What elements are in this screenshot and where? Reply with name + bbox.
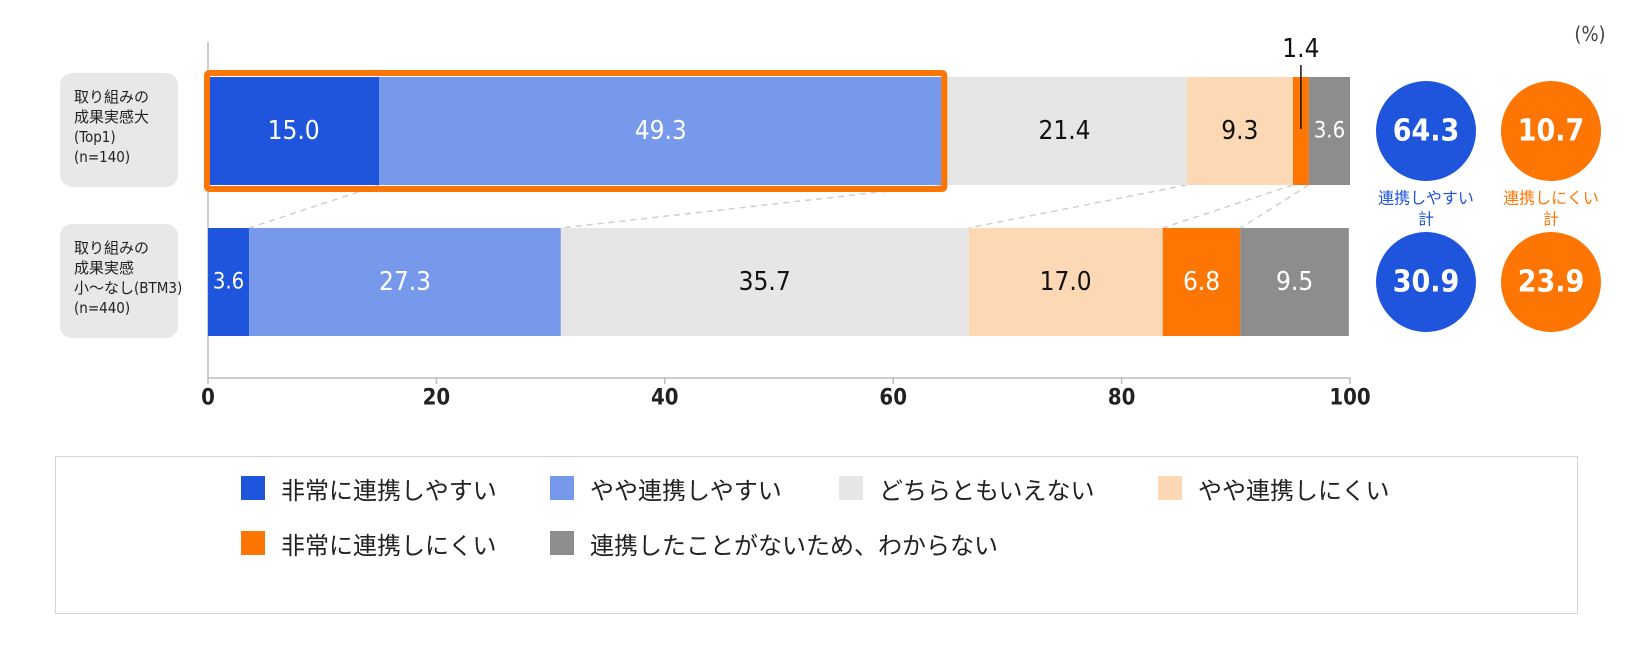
legend-item: 非常に連携しにくい [241, 523, 497, 563]
total-circle [1376, 232, 1476, 332]
x-tick-label: 80 [1108, 386, 1136, 411]
bar-segment [1308, 77, 1350, 185]
category-label: (n=440) [74, 299, 130, 317]
total-caption: 計 [1543, 210, 1559, 229]
connector-line [1239, 184, 1310, 229]
stacked-bar-chart: (%)取り組みの成果実感大(Top1)(n=140)取り組みの成果実感小～なし(… [60, 22, 1606, 411]
category-label: 取り組みの [74, 88, 149, 106]
legend-label: やや連携しにくい [1198, 476, 1390, 505]
legend-label: 連携したことがないため、わからない [590, 531, 998, 560]
highlight-frame [204, 70, 948, 192]
x-tick-label: 0 [201, 386, 215, 411]
legend-label: どちらともいえない [879, 476, 1095, 505]
connector-line [1162, 184, 1294, 229]
legend-swatch [550, 476, 574, 500]
total-caption: 連携しにくい [1503, 189, 1599, 208]
data-label: 3.6 [213, 270, 244, 295]
total-value: 23.9 [1518, 265, 1585, 300]
bar-segment [1240, 228, 1349, 336]
data-label: 3.6 [1314, 119, 1345, 144]
category-label: 成果実感大 [74, 108, 149, 126]
total-caption: 計 [1418, 210, 1434, 229]
category-label: 小～なし(BTM3) [74, 279, 182, 297]
bar-segment [379, 77, 943, 185]
legend-swatch [241, 531, 265, 555]
data-label: 9.5 [1276, 267, 1313, 297]
x-tick-label: 40 [651, 386, 679, 411]
x-tick-label: 60 [879, 386, 907, 411]
legend-item: 連携したことがないため、わからない [550, 523, 998, 563]
total-value: 64.3 [1393, 114, 1460, 149]
connector-line [968, 184, 1187, 229]
bar-segment [1162, 228, 1241, 336]
connector-line [248, 184, 380, 229]
legend-swatch [839, 476, 863, 500]
category-label: 取り組みの [74, 239, 149, 257]
legend-item: やや連携しやすい [550, 468, 782, 508]
total-value: 30.9 [1393, 265, 1460, 300]
data-label: 49.3 [635, 116, 687, 146]
total-value: 10.7 [1518, 114, 1585, 149]
bar-segment [560, 228, 969, 336]
data-label: 35.7 [739, 267, 791, 297]
data-label: 21.4 [1038, 116, 1090, 146]
category-label: 成果実感 [74, 259, 134, 277]
total-circle [1501, 232, 1601, 332]
connector-line [560, 184, 943, 229]
bar-segment [249, 228, 561, 336]
legend-item: どちらともいえない [839, 468, 1095, 508]
bar-segment [208, 77, 380, 185]
legend: 非常に連携しやすい やや連携しやすい どちらともいえない やや連携しにくい 非常… [55, 456, 1578, 614]
x-tick-label: 100 [1329, 386, 1370, 411]
bar-segment [208, 228, 250, 336]
bar-segment [1186, 77, 1293, 185]
x-tick-label: 20 [423, 386, 451, 411]
legend-item: 非常に連携しやすい [241, 468, 497, 508]
data-label: 17.0 [1040, 267, 1092, 297]
legend-swatch [550, 531, 574, 555]
total-circle [1501, 81, 1601, 181]
category-label-box [60, 224, 178, 338]
bar-segment [942, 77, 1187, 185]
legend-label: やや連携しやすい [590, 476, 782, 505]
data-label: 6.8 [1183, 267, 1220, 297]
category-label-box [60, 73, 178, 187]
legend-label: 非常に連携しにくい [281, 531, 497, 560]
legend-label: 非常に連携しやすい [281, 476, 497, 505]
legend-swatch [241, 476, 265, 500]
data-label: 27.3 [379, 267, 431, 297]
data-label: 9.3 [1221, 116, 1258, 146]
bar-segment [1292, 77, 1309, 185]
unit-label: (%) [1574, 22, 1605, 46]
data-label: 1.4 [1282, 34, 1319, 64]
category-label: (Top1) [74, 128, 116, 146]
total-circle [1376, 81, 1476, 181]
legend-swatch [1158, 476, 1182, 500]
category-label: (n=140) [74, 148, 130, 166]
data-label: 15.0 [268, 116, 320, 146]
bar-segment [968, 228, 1163, 336]
total-caption: 連携しやすい [1378, 189, 1474, 208]
legend-item: やや連携しにくい [1158, 468, 1390, 508]
